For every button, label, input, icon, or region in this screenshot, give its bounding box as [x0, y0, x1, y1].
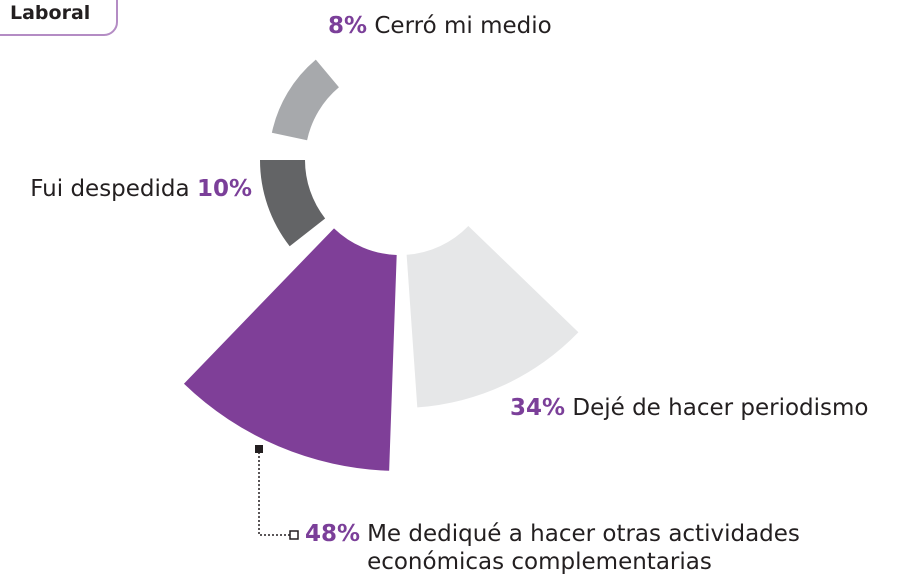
tab-title: Laboral	[10, 2, 91, 24]
sector	[406, 225, 579, 408]
tab: Laboral	[0, 0, 118, 36]
data-label: 34% Dejé de hacer periodismo	[510, 394, 869, 422]
leader-end	[289, 530, 299, 540]
value-label: 10%	[196, 176, 252, 202]
leader-start	[255, 445, 263, 453]
data-label: Fui despedida 10%	[30, 175, 252, 203]
category-label: Dejé de hacer periodismo	[572, 395, 869, 421]
data-label: 48% Me dediqué a hacer otras actividades…	[305, 520, 827, 576]
value-label: 8%	[328, 13, 368, 39]
category-label: Fui despedida	[30, 176, 190, 202]
sector	[260, 160, 326, 247]
sector	[271, 59, 339, 141]
category-label: Me dediqué a hacer otras actividades eco…	[367, 521, 800, 575]
value-label: 48%	[305, 521, 361, 547]
sector	[183, 228, 397, 471]
value-label: 34%	[510, 395, 566, 421]
data-label: 8% Cerró mi medio	[328, 12, 552, 40]
leader-line	[258, 452, 290, 536]
category-label: Cerró mi medio	[374, 13, 552, 39]
